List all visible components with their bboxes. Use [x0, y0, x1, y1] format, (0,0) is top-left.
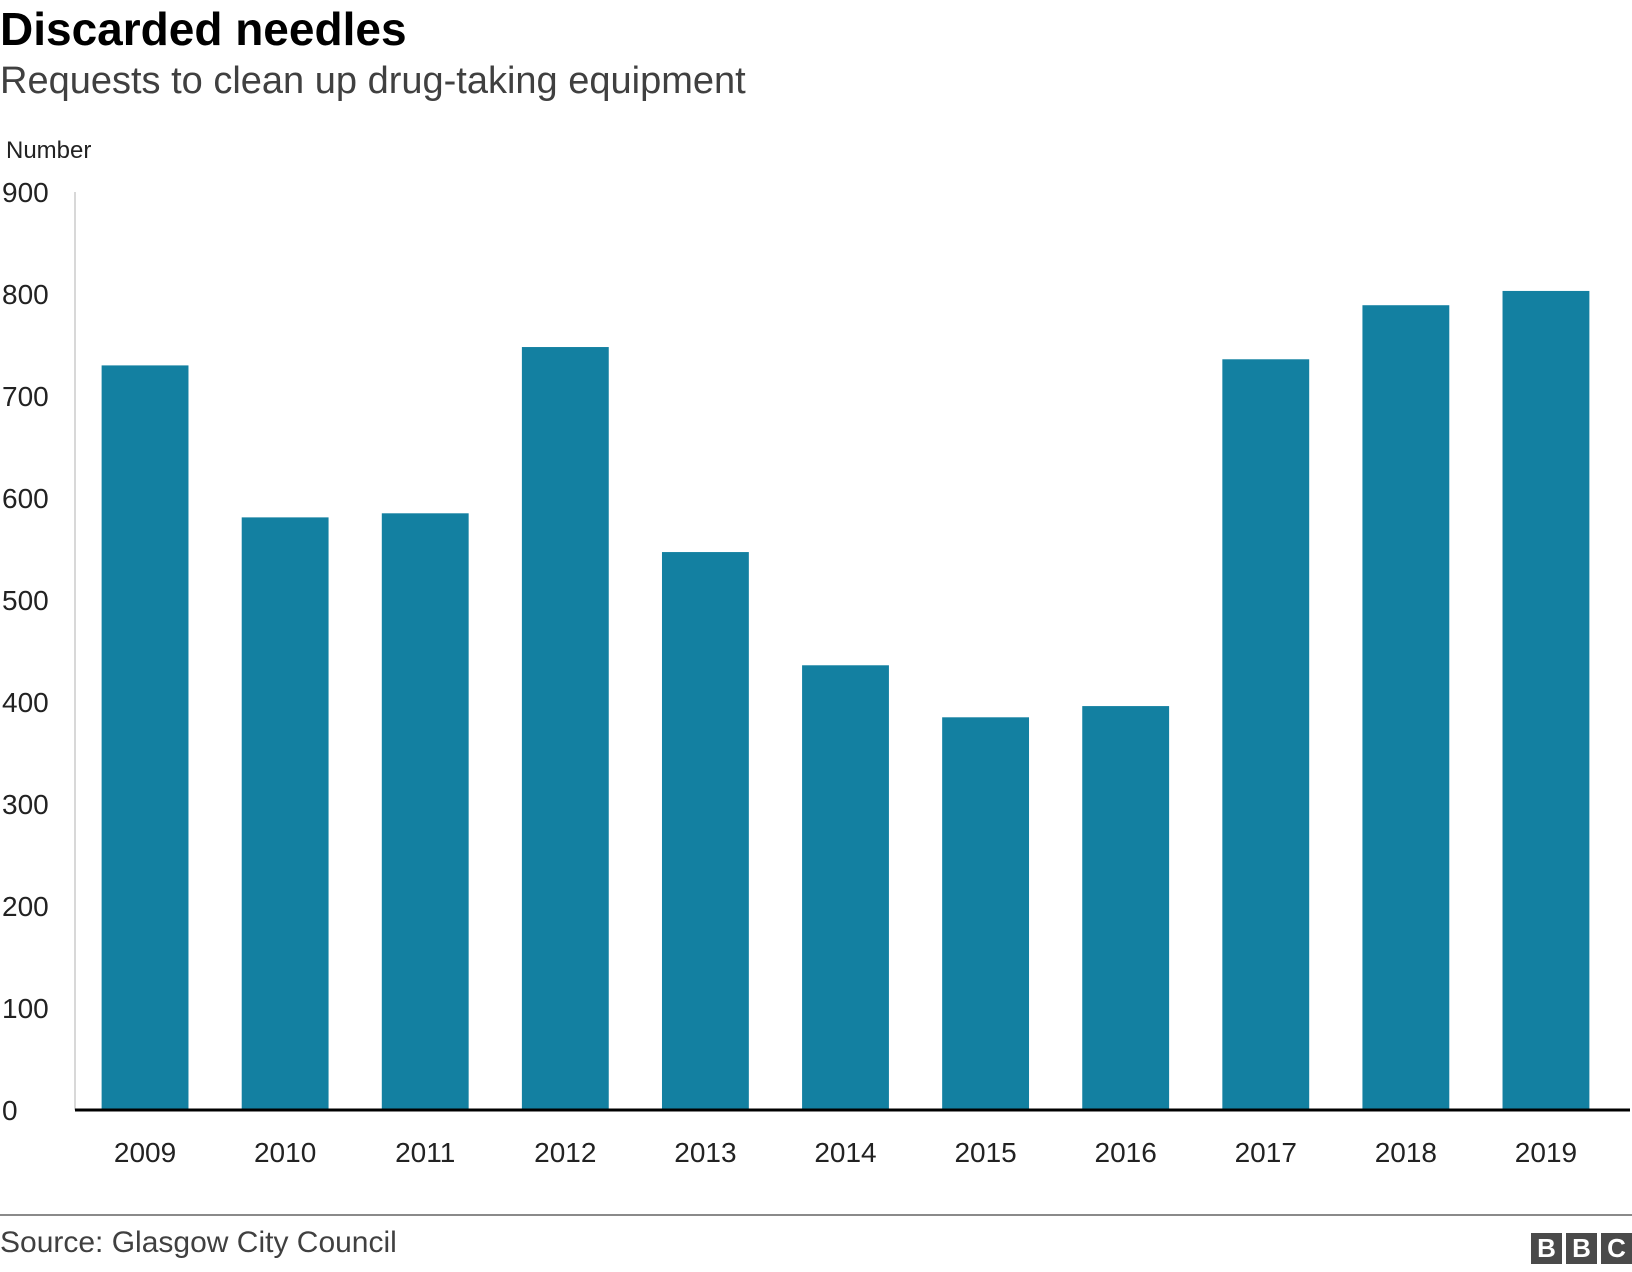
bar-2013 — [661, 552, 749, 1110]
y-tick-label: 100 — [2, 993, 49, 1024]
footer-divider — [0, 1214, 1632, 1216]
bar-chart: Number 0 100 200 300 400 500 600 700 800 900 2009 20… — [2, 137, 1630, 1168]
bbc-logo: B B C — [1531, 1233, 1632, 1264]
y-tick-label: 700 — [2, 381, 49, 412]
bbc-logo-letter-3: C — [1601, 1233, 1632, 1264]
bar-2016 — [1082, 706, 1170, 1110]
y-tick-label: 600 — [2, 483, 49, 514]
x-tick-label: 2016 — [1095, 1137, 1157, 1168]
y-tick-label: 900 — [2, 177, 49, 208]
y-tick-label: 400 — [2, 687, 49, 718]
y-axis-label: Number — [6, 137, 91, 164]
bar-2018 — [1362, 305, 1450, 1111]
x-tick-label: 2010 — [254, 1137, 316, 1168]
source-note: Source: Glasgow City Council — [0, 1226, 397, 1259]
x-tick-label: 2018 — [1375, 1137, 1437, 1168]
x-tick-label: 2019 — [1515, 1137, 1577, 1168]
y-tick-label: 800 — [2, 279, 49, 310]
bar-2009 — [101, 365, 189, 1110]
x-tick-label: 2017 — [1235, 1137, 1297, 1168]
y-tick-label: 300 — [2, 789, 49, 820]
bar-2011 — [381, 513, 469, 1110]
bar-2017 — [1222, 359, 1310, 1110]
x-tick-label: 2012 — [534, 1137, 596, 1168]
y-tick-label: 500 — [2, 585, 49, 616]
chart-title: Discarded needles — [0, 3, 407, 55]
y-tick-label: 0 — [2, 1095, 18, 1126]
x-tick-label: 2009 — [114, 1137, 176, 1168]
x-tick-label: 2014 — [814, 1137, 876, 1168]
bar-2019 — [1502, 290, 1590, 1110]
x-tick-label: 2011 — [395, 1137, 455, 1168]
y-tick-label: 200 — [2, 891, 49, 922]
x-tick-label: 2013 — [674, 1137, 736, 1168]
bar-2010 — [241, 517, 329, 1110]
x-tick-label: 2015 — [954, 1137, 1016, 1168]
chart-subtitle: Requests to clean up drug-taking equipme… — [0, 60, 746, 102]
bar-2014 — [802, 665, 889, 1110]
bbc-logo-letter-1: B — [1531, 1233, 1562, 1264]
bbc-logo-letter-2: B — [1566, 1233, 1597, 1264]
bar-2012 — [521, 347, 609, 1110]
bar-2015 — [942, 717, 1030, 1110]
